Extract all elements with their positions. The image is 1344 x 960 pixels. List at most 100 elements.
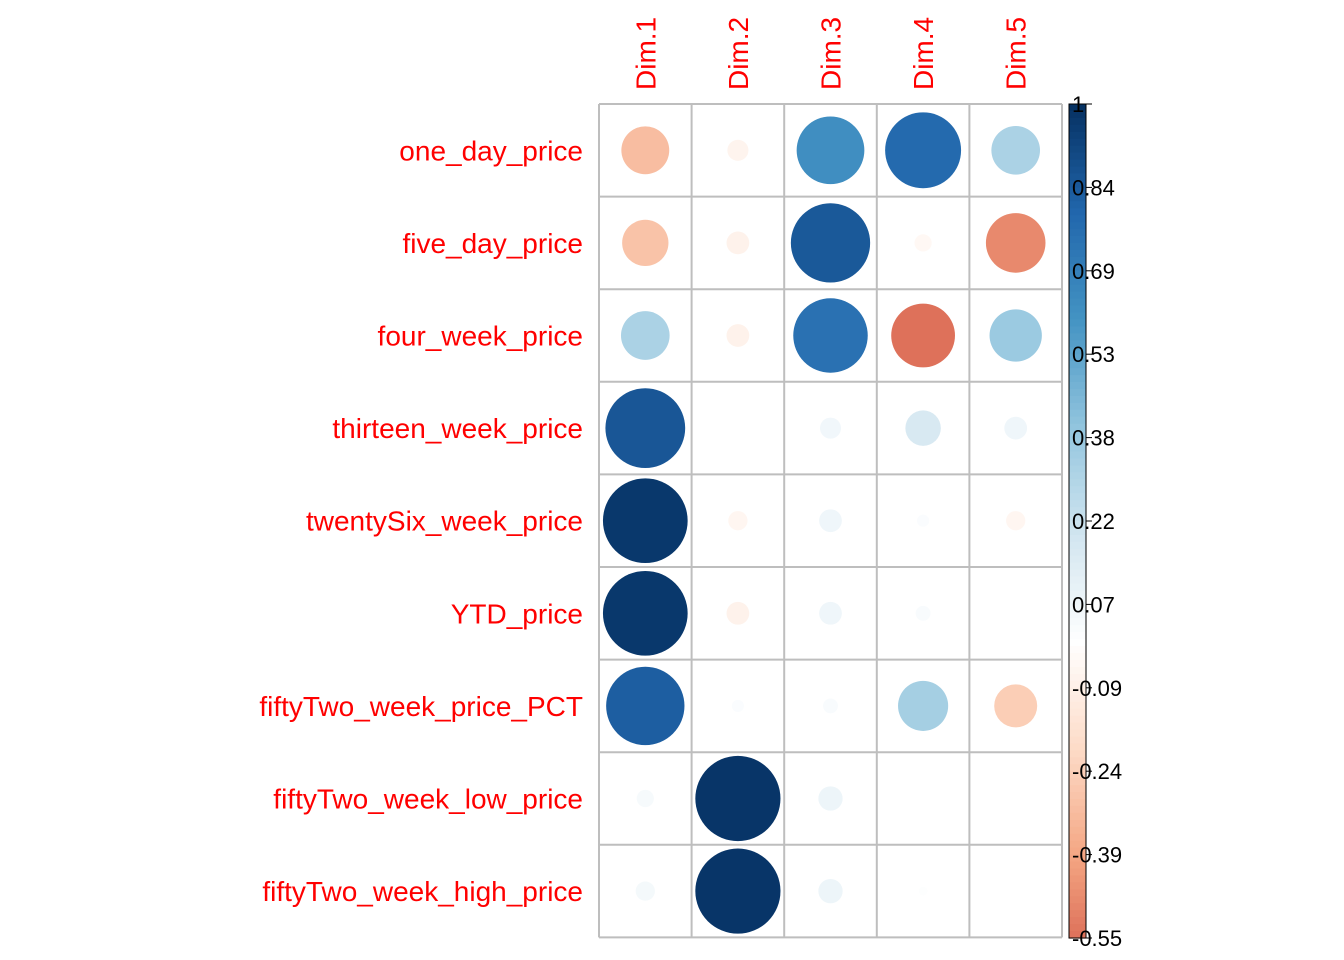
colorbar-segment — [1069, 354, 1086, 362]
corr-circle — [731, 699, 744, 712]
corr-circle — [602, 570, 688, 656]
corr-circle — [728, 511, 748, 531]
colorbar-segment — [1069, 799, 1086, 807]
corr-circle — [918, 886, 928, 896]
colorbar-segment — [1069, 660, 1086, 668]
colorbar-segment — [1069, 500, 1086, 508]
colorbar-segment — [1069, 229, 1086, 237]
colorbar-segment — [1069, 388, 1086, 397]
colorbar-segment — [1069, 208, 1086, 216]
colorbar-segment — [1069, 423, 1086, 432]
circle-marks — [602, 112, 1046, 934]
row-label: fiftyTwo_week_low_price — [273, 784, 583, 815]
colorbar-segment — [1069, 333, 1086, 341]
corr-circle — [819, 417, 842, 439]
colorbar-segment — [1069, 312, 1086, 321]
colorbar-segment — [1069, 305, 1086, 314]
colorbar-segment — [1069, 277, 1086, 286]
colorbar-segment — [1069, 395, 1086, 404]
colorbar-segment — [1069, 493, 1086, 501]
column-labels: Dim.1 Dim.2 Dim.3 Dim.4 Dim.5 — [630, 17, 1031, 90]
corr-circle — [727, 139, 749, 161]
colorbar-segment — [1069, 187, 1086, 195]
colorbar-segment — [1069, 110, 1086, 119]
colorbar-segment — [1069, 507, 1086, 515]
colorbar-segment — [1069, 514, 1086, 522]
colorbar-segment — [1069, 249, 1086, 258]
colorbar-segment — [1069, 687, 1086, 696]
colorbar-segment — [1069, 347, 1086, 355]
colorbar-segment — [1069, 298, 1086, 307]
row-label: five_day_price — [402, 228, 583, 259]
colorbar-segment — [1069, 465, 1086, 473]
colorbar-segment — [1069, 534, 1086, 543]
colorbar-segment — [1069, 521, 1086, 529]
colorbar-segment — [1069, 785, 1086, 793]
corr-circle — [885, 112, 962, 189]
column-label: Dim.1 — [630, 17, 661, 90]
colorbar-segment — [1069, 597, 1086, 605]
row-label: fiftyTwo_week_price_PCT — [259, 691, 583, 722]
corr-circle — [602, 478, 688, 564]
colorbar-segment — [1069, 771, 1086, 779]
colorbar-tick-label: 0.69 — [1072, 259, 1115, 284]
corr-circle — [914, 234, 932, 252]
grid — [598, 103, 1063, 939]
colorbar-segment — [1069, 319, 1086, 327]
colorbar-segment — [1069, 562, 1086, 571]
colorbar-segment — [1069, 486, 1086, 494]
corr-circle — [726, 231, 750, 255]
corr-circle — [726, 324, 750, 347]
colorbar-segment — [1069, 458, 1086, 466]
colorbar-tick-label: 0.22 — [1072, 509, 1115, 534]
colorbar-segment — [1069, 340, 1086, 348]
colorbar-segment — [1069, 896, 1086, 904]
colorbar-segment — [1069, 854, 1086, 863]
colorbar-tick-label: -0.09 — [1072, 676, 1122, 701]
corr-circle — [891, 303, 955, 368]
colorbar-segment — [1069, 611, 1086, 619]
colorbar-segment — [1069, 215, 1086, 223]
colorbar-segment — [1069, 548, 1086, 557]
colorbar-segment — [1069, 368, 1086, 376]
colorbar-segment — [1069, 805, 1086, 814]
corr-circle — [1006, 511, 1026, 531]
colorbar-segment — [1069, 382, 1086, 390]
corr-circle — [695, 848, 781, 934]
colorbar-segment — [1069, 270, 1086, 279]
corr-circle — [823, 698, 838, 714]
colorbar-segment — [1069, 931, 1086, 939]
colorbar-segment — [1069, 166, 1086, 175]
colorbar-segment — [1069, 138, 1086, 147]
colorbar-segment — [1069, 861, 1086, 870]
colorbar-segment — [1069, 291, 1086, 300]
colorbar-segment — [1069, 618, 1086, 626]
colorbar-segment — [1069, 924, 1086, 932]
colorbar-tick-label: 0.84 — [1072, 175, 1115, 200]
colorbar-segment — [1069, 104, 1086, 112]
colorbar-segment — [1069, 736, 1086, 744]
colorbar-tick-label: -0.24 — [1072, 759, 1122, 784]
colorbar-segment — [1069, 236, 1086, 244]
corr-circle — [915, 605, 931, 621]
colorbar-segment — [1069, 326, 1086, 334]
colorbar-segment — [1069, 694, 1086, 703]
corr-circle — [898, 680, 949, 731]
corr-circle — [793, 298, 868, 373]
colorbar-segment — [1069, 180, 1086, 188]
colorbar-segment — [1069, 131, 1086, 140]
colorbar-segment — [1069, 437, 1086, 446]
colorbar-segment — [1069, 826, 1086, 835]
colorbar-segment — [1069, 361, 1086, 369]
colorbar-segment — [1069, 653, 1086, 661]
colorbar-segment — [1069, 750, 1086, 758]
corr-circle — [985, 213, 1046, 273]
colorbar-tick-label: 0.07 — [1072, 592, 1115, 617]
colorbar-segment — [1069, 576, 1086, 585]
row-label: four_week_price — [378, 321, 583, 352]
colorbar-segment — [1069, 722, 1086, 731]
colorbar-tick-label: 0.38 — [1072, 426, 1115, 451]
colorbar: 1 0.84 0.69 0.53 0.38 0.22 0.07 -0.09 -0.24 -0.39… — [1068, 92, 1122, 951]
colorbar-segment — [1069, 451, 1086, 460]
